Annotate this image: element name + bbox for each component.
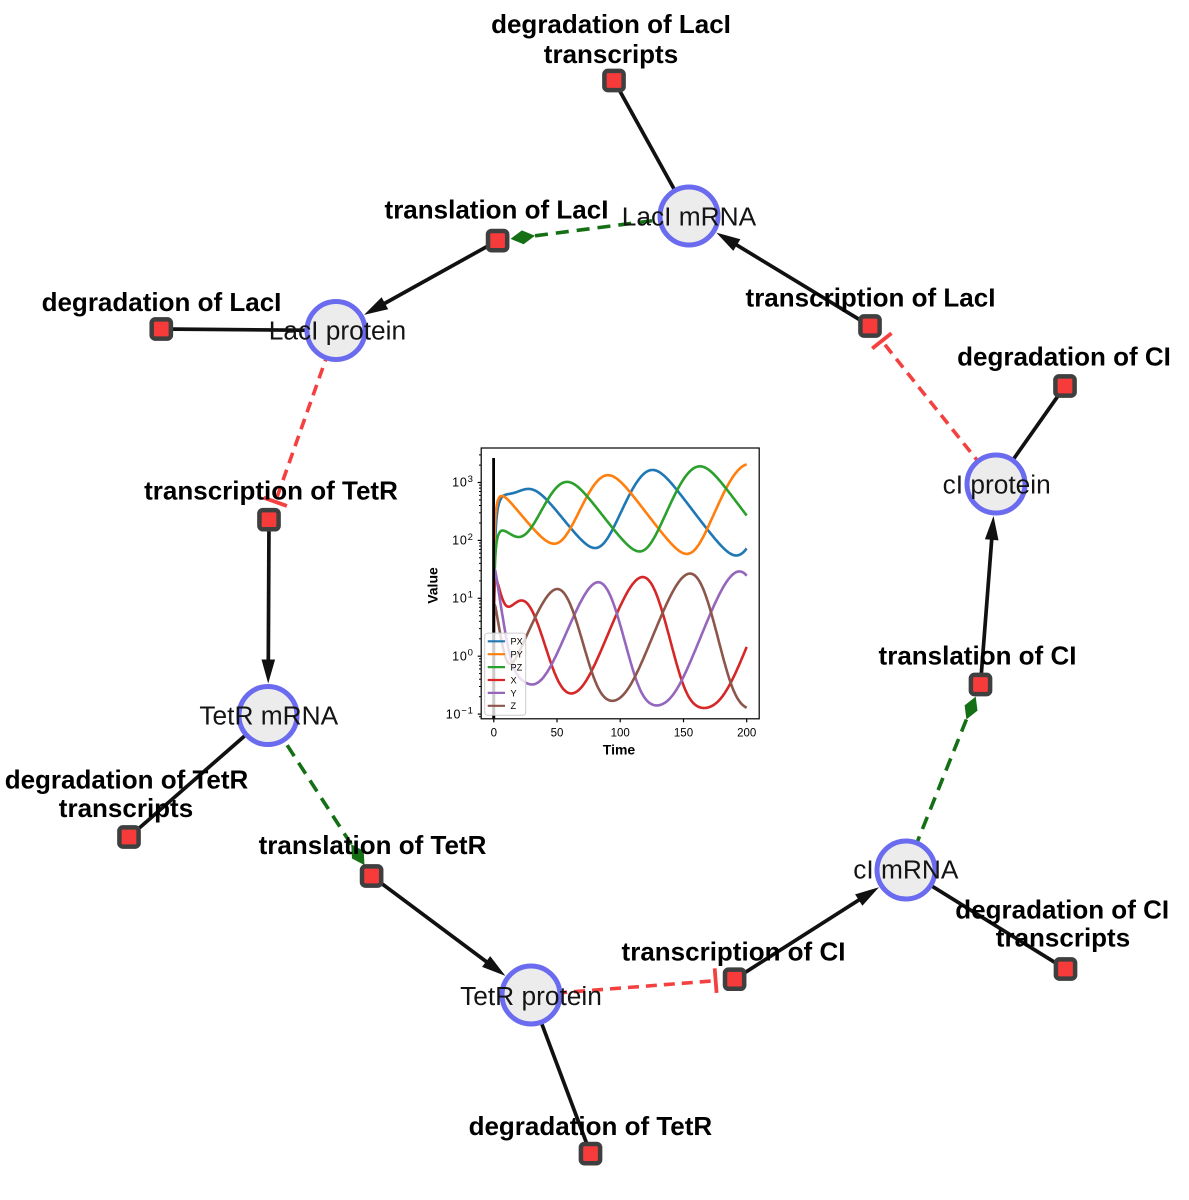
svg-text:degradation of LacI: degradation of LacI [42, 287, 282, 317]
svg-text:Time: Time [603, 742, 636, 758]
svg-text:transcription of CI: transcription of CI [622, 937, 846, 967]
svg-text:100: 100 [611, 728, 630, 740]
svg-text:Y: Y [511, 688, 517, 698]
svg-text:transcripts: transcripts [59, 793, 193, 823]
svg-text:degradation of TetR: degradation of TetR [5, 764, 249, 794]
svg-text:TetR mRNA: TetR mRNA [199, 701, 338, 731]
svg-text:PX: PX [511, 637, 523, 647]
svg-text:transcription of TetR: transcription of TetR [144, 476, 398, 506]
svg-text:degradation of CI: degradation of CI [957, 342, 1171, 372]
svg-text:Z: Z [511, 701, 517, 711]
svg-text:translation of TetR: translation of TetR [259, 830, 487, 860]
svg-text:200: 200 [737, 728, 756, 740]
svg-text:50: 50 [551, 728, 564, 740]
svg-text:PY: PY [511, 650, 523, 660]
svg-text:transcripts: transcripts [544, 39, 678, 69]
svg-text:PZ: PZ [511, 663, 523, 673]
svg-text:LacI protein: LacI protein [269, 316, 406, 346]
svg-text:translation of CI: translation of CI [879, 640, 1077, 670]
svg-text:cI protein: cI protein [943, 470, 1051, 500]
svg-text:LacI mRNA: LacI mRNA [622, 201, 757, 231]
svg-text:Value: Value [425, 567, 441, 604]
svg-text:transcription of LacI: transcription of LacI [746, 283, 996, 313]
svg-text:degradation of LacI: degradation of LacI [491, 9, 731, 39]
svg-text:degradation of CI: degradation of CI [955, 894, 1169, 924]
svg-text:0: 0 [491, 728, 497, 740]
svg-text:translation of LacI: translation of LacI [385, 194, 609, 224]
svg-text:TetR protein: TetR protein [460, 981, 602, 1011]
svg-text:X: X [511, 675, 517, 685]
svg-text:degradation of TetR: degradation of TetR [469, 1111, 713, 1141]
svg-text:cI mRNA: cI mRNA [853, 855, 959, 885]
svg-text:transcripts: transcripts [996, 922, 1130, 952]
svg-text:150: 150 [674, 728, 693, 740]
